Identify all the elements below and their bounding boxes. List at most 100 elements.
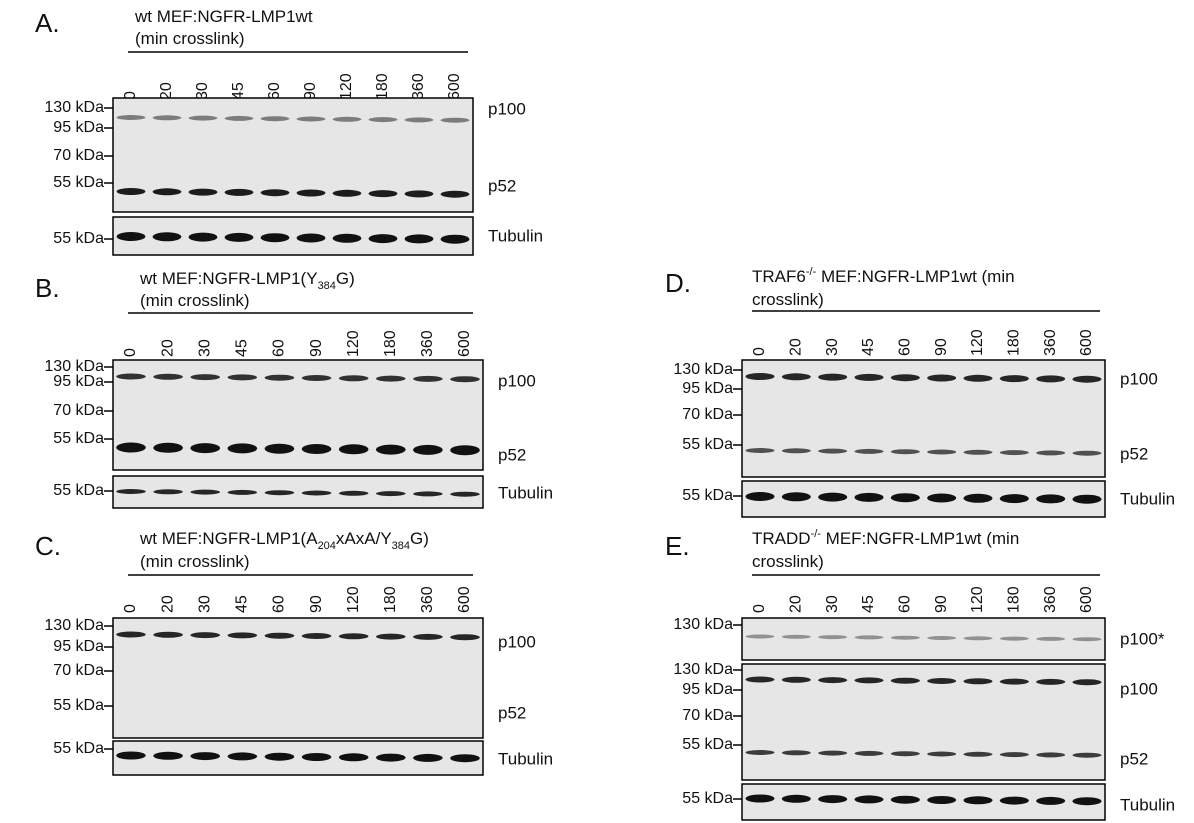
band-label: p100 bbox=[1120, 369, 1158, 388]
title-text: (min crosslink) bbox=[140, 552, 250, 571]
band-label: Tubulin bbox=[488, 226, 543, 245]
title-text: (min crosslink) bbox=[140, 291, 250, 310]
band bbox=[152, 115, 182, 121]
band bbox=[963, 796, 993, 805]
lane-label: 45 bbox=[860, 595, 877, 613]
title-text: crosslink) bbox=[752, 552, 824, 571]
band-label: p52 bbox=[498, 703, 526, 722]
band bbox=[1036, 636, 1066, 641]
panel-label: B. bbox=[35, 273, 60, 303]
band bbox=[224, 115, 254, 121]
panel: C. wt MEF:NGFR-LMP1(A204xAxA/Y384G)(min c… bbox=[35, 529, 553, 776]
band bbox=[190, 752, 221, 761]
band bbox=[116, 115, 146, 120]
title-text: crosslink) bbox=[752, 290, 824, 309]
band bbox=[818, 750, 848, 756]
lane-label: 20 bbox=[788, 595, 805, 613]
lane-label: 90 bbox=[308, 339, 325, 357]
marker-label: 55 kDa bbox=[53, 740, 104, 757]
title-text: wt MEF:NGFR-LMP1(A bbox=[139, 529, 318, 548]
band bbox=[375, 633, 406, 640]
marker-label: 55 kDa bbox=[682, 436, 733, 453]
band bbox=[152, 232, 182, 242]
title-script: 384 bbox=[318, 280, 336, 292]
band bbox=[1072, 494, 1102, 504]
band-label: p52 bbox=[488, 176, 516, 195]
marker-label: 70 kDa bbox=[682, 707, 733, 724]
lane-label: 60 bbox=[266, 82, 283, 100]
band bbox=[404, 117, 434, 123]
title-script: -/- bbox=[806, 266, 817, 278]
band-label: Tubulin bbox=[498, 483, 553, 502]
band bbox=[413, 491, 443, 497]
panel-title: (min crosslink) bbox=[135, 29, 245, 48]
band-label: p52 bbox=[1120, 749, 1148, 768]
marker-label: 55 kDa bbox=[53, 482, 104, 499]
band bbox=[375, 753, 406, 762]
band-label: p100 bbox=[1120, 679, 1158, 698]
band bbox=[818, 677, 848, 684]
lane-label: 90 bbox=[308, 595, 325, 613]
band bbox=[450, 376, 480, 383]
band bbox=[963, 449, 993, 455]
band-label: p100 bbox=[488, 99, 526, 118]
lane-label: 30 bbox=[196, 339, 213, 357]
band bbox=[1072, 752, 1102, 758]
lane-label: 0 bbox=[122, 348, 139, 357]
lane-label: 20 bbox=[788, 338, 805, 356]
band bbox=[332, 189, 362, 197]
band bbox=[190, 443, 221, 454]
panel-title: wt MEF:NGFR-LMP1(Y384G) bbox=[139, 269, 355, 291]
band bbox=[1036, 494, 1066, 504]
marker-label: 55 kDa bbox=[682, 790, 733, 807]
panel: E. TRADD-/- MEF:NGFR-LMP1wt (min crosslink… bbox=[665, 528, 1175, 821]
band bbox=[260, 116, 290, 122]
band bbox=[296, 189, 326, 197]
band bbox=[1072, 637, 1102, 642]
band bbox=[1036, 752, 1066, 758]
band bbox=[927, 449, 957, 455]
band bbox=[338, 753, 369, 762]
lane-label: 180 bbox=[382, 586, 399, 613]
lane-label: 120 bbox=[345, 586, 362, 613]
marker-label: 95 kDa bbox=[682, 380, 733, 397]
lane-label: 180 bbox=[382, 330, 399, 357]
band bbox=[116, 489, 146, 494]
lane-label: 45 bbox=[230, 82, 247, 100]
lane-label: 0 bbox=[122, 604, 139, 613]
title-script: 384 bbox=[392, 540, 410, 552]
blot-membrane bbox=[741, 617, 1106, 661]
title-text: G) bbox=[410, 529, 429, 548]
band-label: Tubulin bbox=[1120, 489, 1175, 508]
marker-label: 130 kDa bbox=[44, 99, 104, 116]
panel-label: C. bbox=[35, 531, 61, 561]
band bbox=[260, 189, 290, 197]
lane-label: 45 bbox=[234, 595, 251, 613]
band bbox=[890, 795, 920, 804]
lane-label: 30 bbox=[196, 595, 213, 613]
band bbox=[1036, 375, 1066, 383]
band bbox=[264, 752, 295, 761]
band bbox=[890, 677, 920, 684]
band bbox=[188, 115, 218, 121]
lane-label: 360 bbox=[1042, 586, 1059, 613]
band bbox=[1072, 797, 1102, 806]
band bbox=[264, 374, 295, 381]
band bbox=[999, 636, 1029, 641]
panel: A. wt MEF:NGFR-LMP1wt (min crosslink) 0 20 30… bbox=[35, 7, 543, 256]
lane-label: 30 bbox=[824, 338, 841, 356]
band bbox=[854, 795, 884, 804]
marker-label: 70 kDa bbox=[53, 402, 104, 419]
lane-label: 180 bbox=[1006, 586, 1023, 613]
band bbox=[338, 375, 369, 382]
band bbox=[927, 374, 957, 382]
marker-label: 95 kDa bbox=[53, 119, 104, 136]
band bbox=[190, 632, 221, 639]
band bbox=[927, 636, 957, 640]
band bbox=[188, 232, 218, 242]
band bbox=[745, 634, 775, 639]
band bbox=[963, 678, 993, 685]
lane-label: 60 bbox=[271, 339, 288, 357]
band bbox=[338, 444, 369, 455]
band bbox=[781, 750, 811, 756]
